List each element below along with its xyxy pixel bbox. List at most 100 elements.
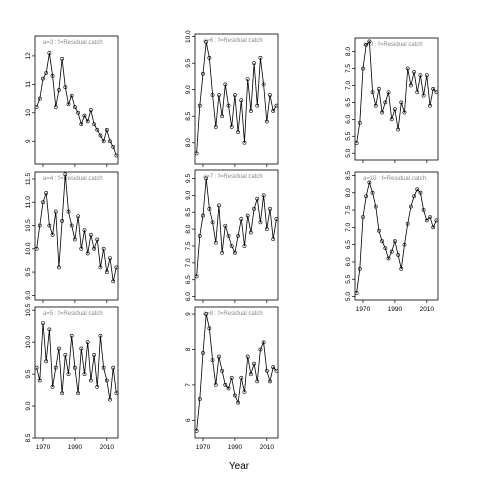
data-point — [114, 153, 119, 158]
data-point — [69, 223, 74, 228]
data-point — [82, 372, 87, 376]
data-point — [66, 372, 71, 376]
plot-frame — [354, 37, 439, 161]
plot-frame — [194, 33, 279, 165]
data-point — [415, 90, 420, 95]
data-point — [79, 122, 84, 127]
y-tick-label: 9.0 — [185, 85, 192, 94]
series-line — [196, 178, 277, 277]
data-point — [101, 139, 106, 144]
data-point — [34, 365, 39, 370]
data-point — [255, 196, 260, 201]
data-point — [101, 365, 106, 370]
data-point — [236, 400, 240, 405]
data-point — [213, 382, 218, 387]
data-point — [207, 326, 212, 331]
y-tick-label: 9.5 — [25, 267, 32, 276]
data-point — [242, 390, 247, 394]
data-point — [268, 206, 272, 211]
data-point — [242, 244, 247, 248]
data-point — [63, 172, 68, 177]
data-point — [114, 265, 119, 270]
panel-5: 6.0 6.5 7.0 7.5 8.0 8.5 9.0 9.5 a=7 : f=Residual… — [185, 169, 279, 303]
data-point — [57, 265, 61, 270]
panel-label: a=9 : f=Residual catch — [363, 42, 423, 48]
data-point — [236, 130, 240, 135]
y-tick-label: 8.0 — [345, 188, 352, 197]
data-point — [261, 340, 266, 345]
data-point — [424, 218, 429, 223]
data-point — [194, 274, 199, 279]
data-point — [63, 353, 68, 357]
data-point — [421, 93, 426, 98]
data-point — [66, 209, 71, 214]
data-point — [44, 359, 49, 364]
panel-label: a=5 : f=Residual catch — [43, 311, 103, 317]
y-tick-label: 5.0 — [345, 148, 352, 157]
data-point — [44, 71, 49, 75]
data-point — [210, 358, 215, 363]
plot-frame — [34, 306, 119, 439]
y-tick-label: 8.5 — [185, 207, 192, 216]
data-point — [79, 246, 84, 251]
data-point — [258, 55, 263, 60]
data-point — [194, 151, 199, 156]
data-point — [101, 246, 106, 251]
data-point — [271, 109, 276, 113]
data-point — [69, 93, 74, 98]
data-point — [82, 113, 87, 118]
data-point — [63, 85, 68, 90]
data-point — [264, 119, 269, 124]
data-point — [108, 256, 112, 261]
data-point — [377, 86, 381, 91]
data-point — [255, 379, 260, 384]
y-tick-label: 10.0 — [25, 335, 32, 348]
data-point — [268, 93, 272, 97]
data-point — [111, 365, 116, 370]
data-point — [229, 244, 234, 248]
y-tick-label: 9.5 — [185, 58, 192, 67]
y-tick-label: 9.0 — [25, 401, 32, 410]
y-tick-label: 6.0 — [185, 292, 192, 301]
data-point — [57, 88, 61, 92]
y-tick-label: 8.0 — [185, 224, 192, 233]
data-point — [194, 429, 199, 433]
data-point — [88, 108, 93, 112]
y-tick-label: 6.5 — [345, 97, 352, 106]
data-point — [252, 206, 256, 211]
data-point — [88, 232, 93, 237]
data-point — [34, 246, 39, 251]
panel-3: 5.0 5.5 6.0 6.5 7.0 7.5 8.0 a=9 : f=Residual ca… — [345, 37, 439, 163]
data-point — [402, 242, 407, 247]
data-point — [354, 141, 359, 145]
data-point — [431, 225, 436, 230]
data-point — [380, 110, 385, 115]
data-point — [421, 208, 426, 212]
data-point — [73, 237, 77, 242]
y-tick-label: 6.5 — [345, 240, 352, 249]
y-tick-label: 6 — [185, 418, 192, 422]
data-point — [373, 103, 378, 108]
data-point — [213, 240, 218, 245]
series-line — [196, 314, 277, 431]
data-point — [268, 379, 272, 384]
data-point — [88, 378, 93, 383]
data-point — [383, 246, 388, 251]
data-point — [428, 103, 432, 108]
data-point — [393, 239, 397, 244]
data-point — [108, 139, 112, 144]
data-point — [412, 194, 416, 199]
data-point — [434, 90, 439, 95]
data-point — [60, 56, 65, 61]
data-point — [405, 66, 410, 71]
data-point — [248, 109, 253, 113]
data-point — [245, 77, 250, 82]
series-line — [356, 40, 437, 144]
data-point — [201, 351, 205, 355]
data-point — [431, 86, 436, 91]
data-point — [261, 82, 266, 87]
data-point — [197, 103, 202, 108]
y-tick-label: 10.5 — [25, 219, 32, 232]
x-tick-label: 1990 — [228, 444, 243, 451]
data-point — [264, 227, 269, 231]
